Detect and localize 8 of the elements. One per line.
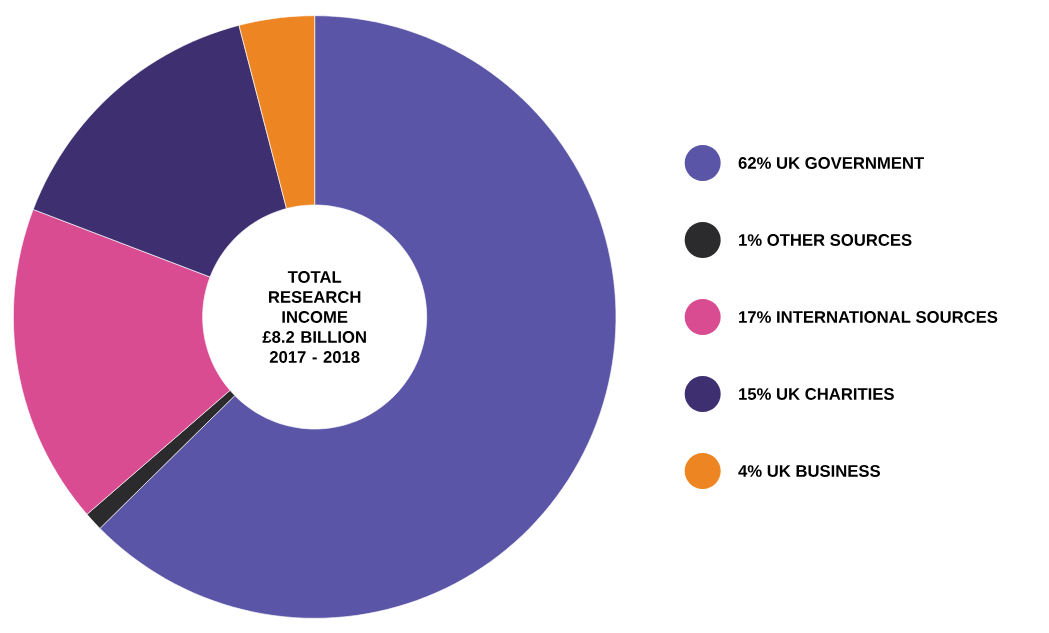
legend-label: 62% UK GOVERNMENT — [738, 157, 924, 169]
legend-label: 4% UK BUSINESS — [738, 465, 880, 477]
legend-label: 17% INTERNATIONAL SOURCES — [739, 311, 998, 323]
text: 2017 - 2018 — [269, 351, 360, 363]
text: TOTAL RESEARCH INCOME — [269, 271, 361, 323]
text: £8.2 BILLION — [262, 331, 366, 343]
legend-label: 15% UK CHARITIES — [739, 388, 894, 400]
legend-label: 1% OTHER SOURCES — [739, 234, 912, 246]
